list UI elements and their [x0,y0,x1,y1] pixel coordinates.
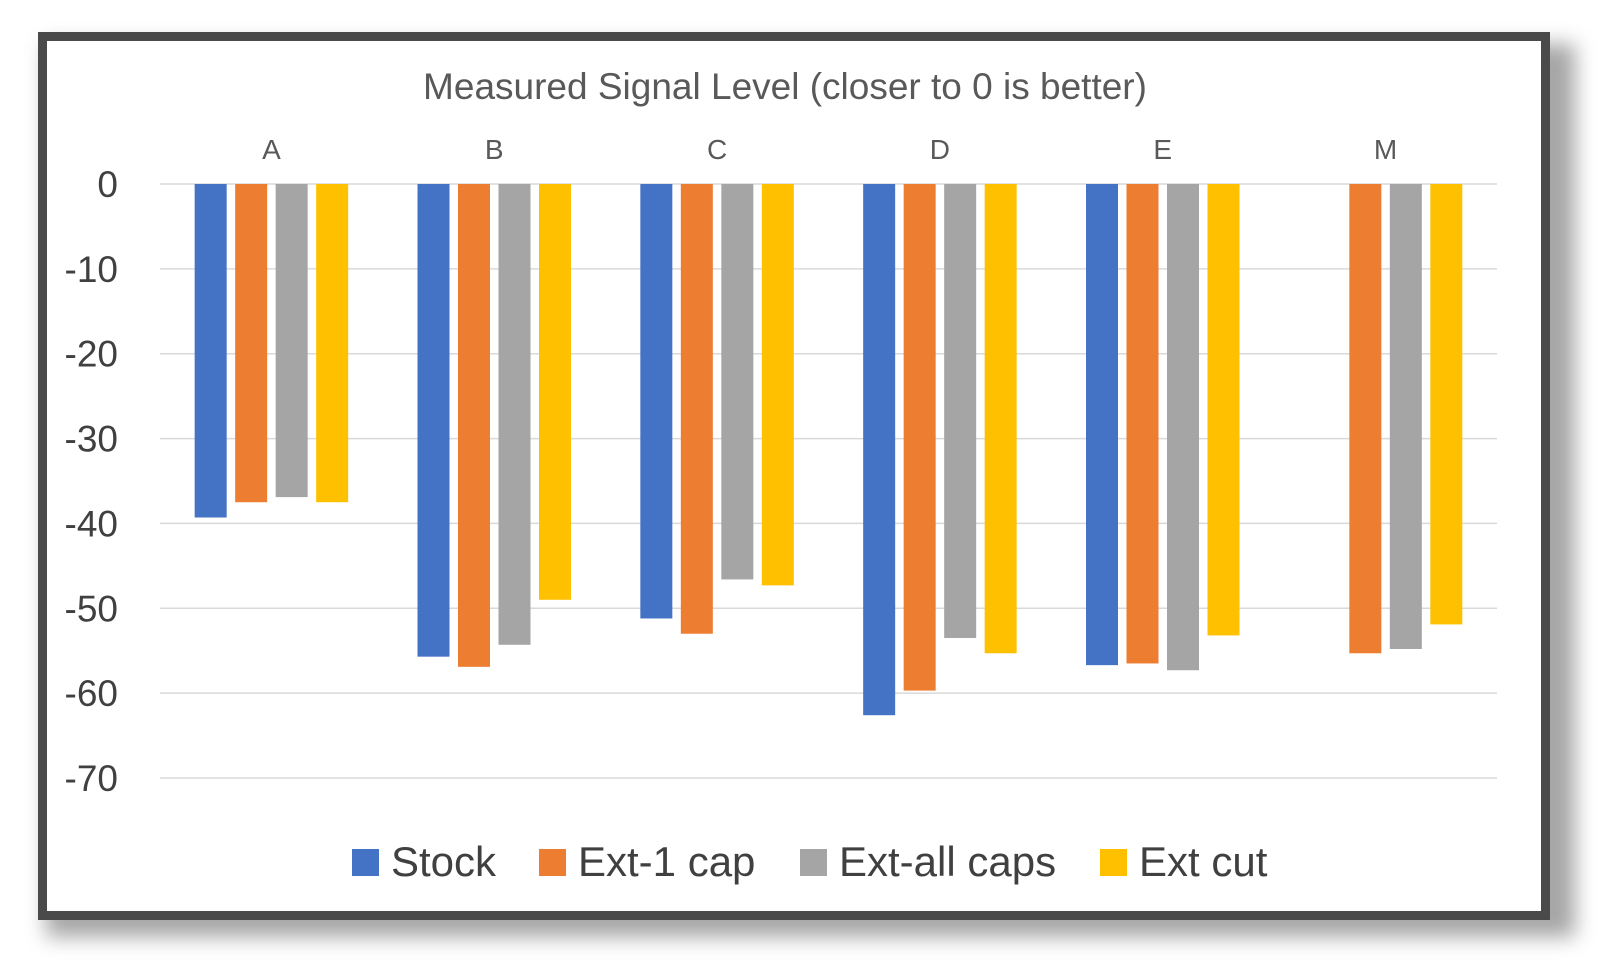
y-tick-label: -20 [65,334,118,375]
y-tick-label: -40 [65,503,118,544]
bar [680,184,713,634]
bar [640,184,673,619]
bars [194,184,1463,716]
y-tick-label: -60 [65,673,118,714]
bar [1430,184,1463,625]
legend-label: Ext cut [1139,838,1268,885]
category-label: M [1374,134,1397,165]
bar [194,184,227,518]
bar [1086,184,1118,666]
bar [984,184,1017,654]
bar [539,184,571,600]
y-tick-label: -10 [65,249,118,290]
category-label: D [930,134,950,165]
legend-label: Stock [391,838,497,885]
bar [458,184,490,667]
category-label: E [1153,134,1172,165]
bar [275,184,308,498]
legend-label: Ext-all caps [839,838,1056,885]
bar [944,184,977,638]
y-tick-label: -30 [65,419,118,460]
y-axis-ticks: 0 -10 -20 -30 -40 -50 -60 -70 [65,164,118,799]
bar [498,184,531,645]
bar [761,184,794,586]
legend-swatch [800,849,827,876]
legend-swatch [1100,849,1127,876]
bar [417,184,450,657]
category-label: C [707,134,727,165]
bar [1167,184,1199,671]
chart-title: Measured Signal Level (closer to 0 is be… [423,66,1147,107]
y-tick-label: -70 [65,758,118,799]
category-label: A [262,134,281,165]
bar [316,184,349,503]
y-tick-label: 0 [97,164,118,205]
y-tick-label: -50 [65,588,118,629]
bar [235,184,268,503]
legend-swatch [539,849,566,876]
bar [1389,184,1422,650]
legend-label: Ext-1 cap [578,838,755,885]
bar [863,184,896,716]
legend: Stock Ext-1 cap Ext-all caps Ext cut [352,838,1268,885]
legend-swatch [352,849,379,876]
bar [903,184,936,691]
bar [721,184,754,580]
category-label: B [485,134,504,165]
bar [1126,184,1159,664]
bar [1207,184,1240,636]
gridlines [160,183,1497,779]
bar [1349,184,1382,654]
